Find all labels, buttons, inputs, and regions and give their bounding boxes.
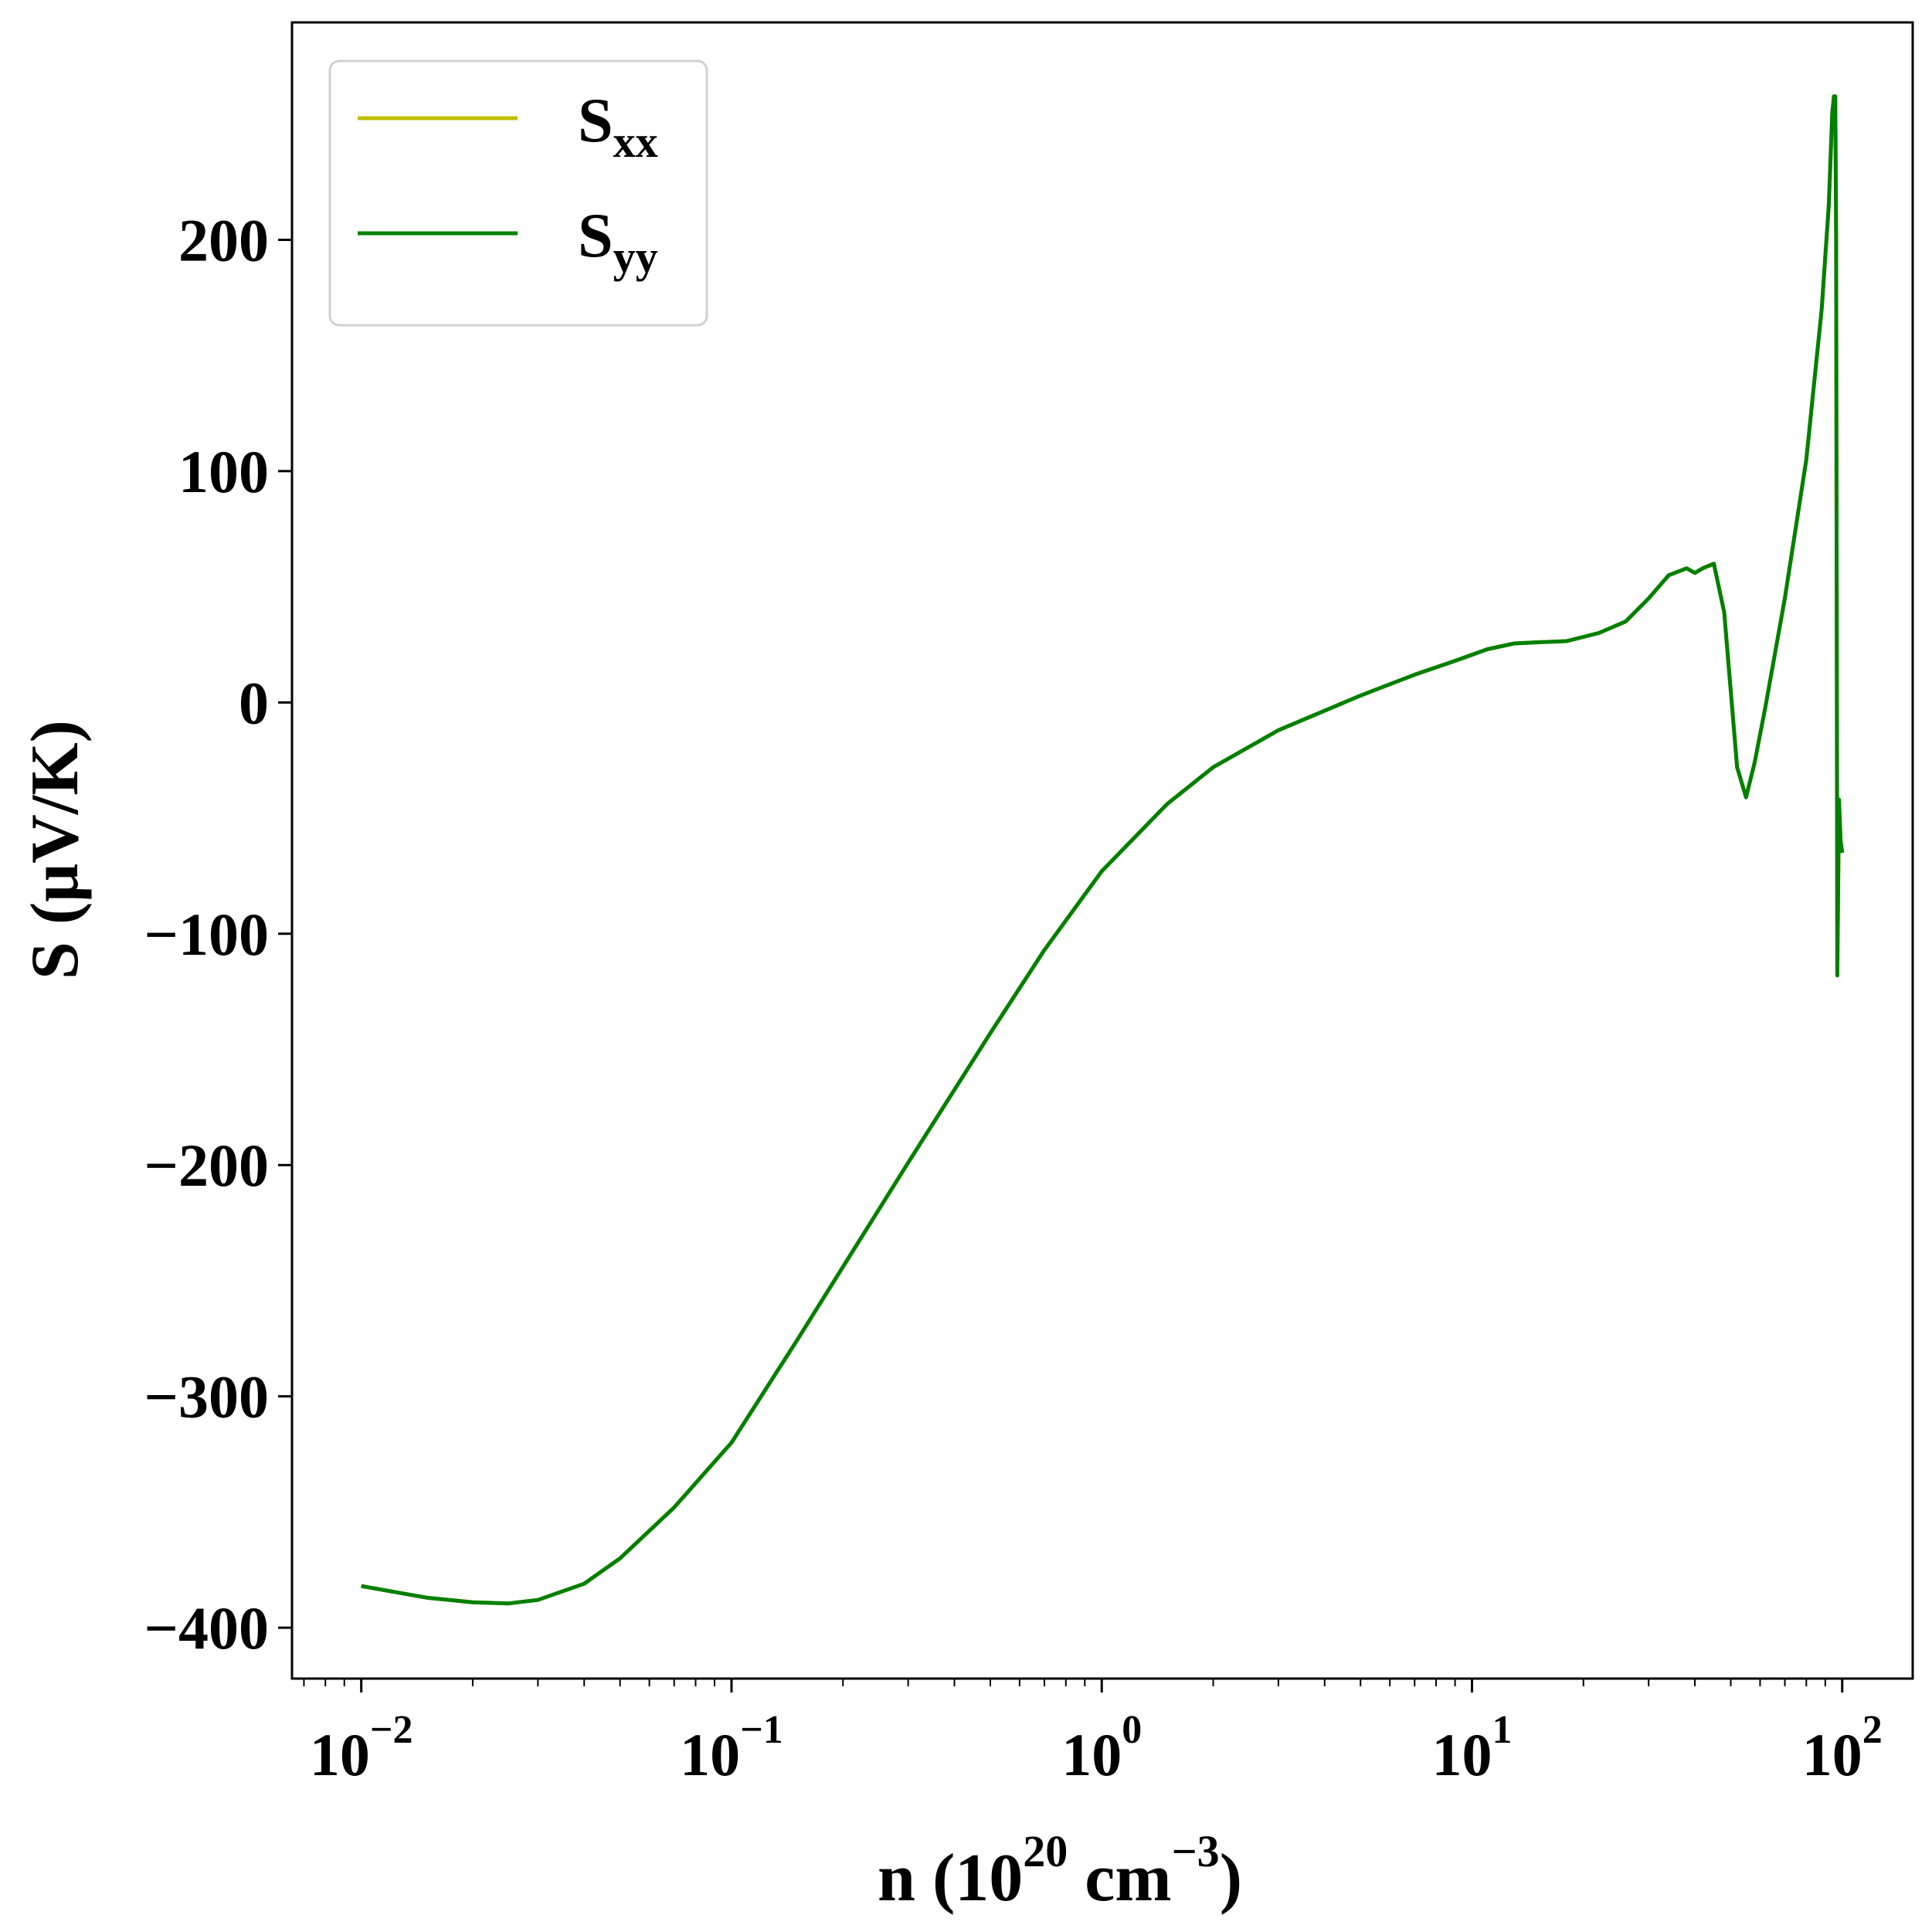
y-tick-label: 0 xyxy=(239,669,269,736)
y-tick-label: 200 xyxy=(178,206,269,273)
legend-label-sxx: Sxx xyxy=(578,85,658,167)
x-axis-ticks: 10−2 10−1 100 101 102 xyxy=(310,1679,1883,1788)
x-tick-label: 101 xyxy=(1432,1708,1513,1788)
y-axis-title: S (μV/K) xyxy=(18,720,93,979)
y-tick-label: −100 xyxy=(144,901,269,968)
x-tick-label: 100 xyxy=(1061,1708,1142,1788)
x-tick-label: 10−2 xyxy=(310,1708,413,1788)
x-minor-ticks xyxy=(303,1679,1826,1686)
y-axis-ticks: 200 100 0 −100 −200 −300 −400 xyxy=(144,206,292,1662)
series-layer xyxy=(361,94,1845,1606)
y-tick-label: −300 xyxy=(144,1363,269,1431)
series-line-syy xyxy=(361,94,1845,1606)
x-tick-label: 102 xyxy=(1802,1708,1883,1788)
legend-box xyxy=(328,59,708,327)
y-tick-label: 100 xyxy=(178,438,269,505)
legend: Sxx Syy xyxy=(328,59,708,327)
x-axis-title: n (1020 cm−3) xyxy=(878,1826,1242,1916)
legend-label-syy: Syy xyxy=(578,200,658,282)
plot-frame xyxy=(290,21,1914,1680)
x-tick-label: 10−1 xyxy=(680,1708,783,1788)
y-tick-label: −200 xyxy=(144,1132,269,1199)
y-tick-label: −400 xyxy=(144,1594,269,1662)
